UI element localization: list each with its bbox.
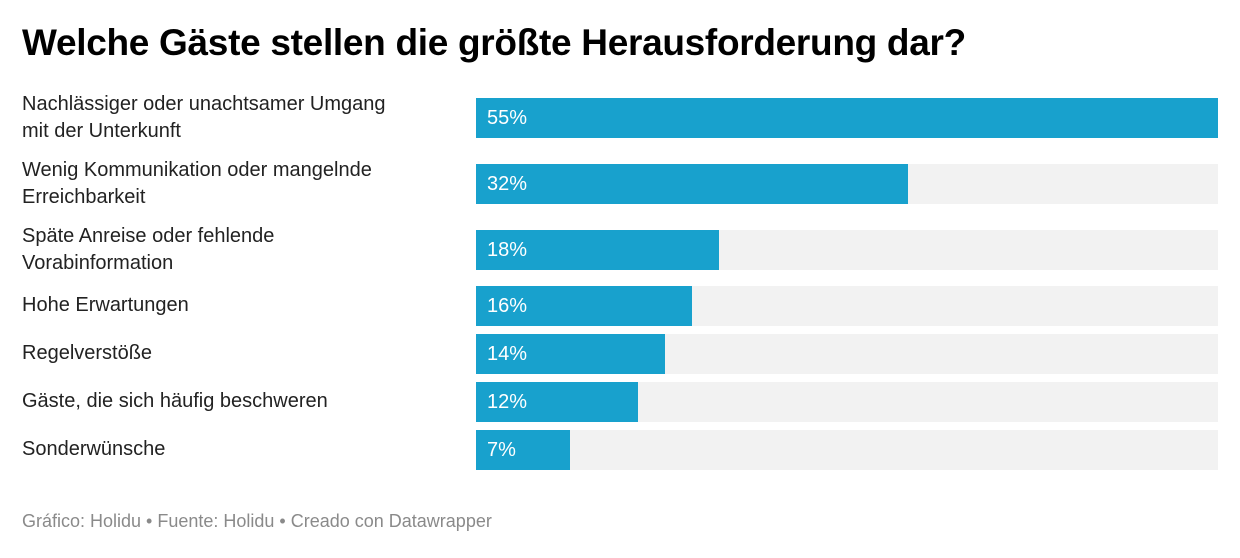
value-label: 18% [487,239,528,261]
value-label: 7% [487,439,516,461]
category-label-line: Wenig Kommunikation oder mangelnde [22,159,372,181]
category-label-line: mit der Unterkunft [22,120,181,142]
bar [476,334,665,374]
bar-row: Nachlässiger oder unachtsamer Umgang mit … [0,93,1240,142]
bar-track: 18% [476,230,1218,270]
bar-track: 32% [476,164,1218,204]
category-label: Späte Anreise oder fehlende Vorabinformat… [22,223,462,277]
category-label-line: Erreichbarkeit [22,186,146,208]
category-label: Wenig Kommunikation oder mangelnde Erreic… [22,157,462,211]
value-label: 32% [487,173,528,195]
bar-row: Wenig Kommunikation oder mangelnde Erreic… [0,159,1240,208]
category-label-line: Nachlässiger oder unachtsamer Umgang [22,93,386,115]
bar-track: 14% [476,334,1218,374]
bar [476,286,692,326]
bar-row: Regelverstöße 14% [0,334,1240,374]
bar-track: 7% [476,430,1218,470]
category-label: Regelverstöße [22,340,462,367]
bar-track: 12% [476,382,1218,422]
chart-title: Welche Gäste stellen die größte Herausfo… [22,22,966,63]
bar [476,98,1218,138]
category-label-line: Regelverstöße [22,342,153,364]
bar-row: Späte Anreise oder fehlende Vorabinformat… [0,225,1240,274]
category-label-line: Gäste, die sich häufig beschweren [22,390,328,412]
value-label: 14% [487,343,528,365]
value-label: 55% [487,107,528,129]
bar-track: 55% [476,98,1218,138]
bar [476,164,908,204]
category-label-line: Späte Anreise oder fehlende [22,225,275,247]
value-label: 12% [487,391,528,413]
category-label: Sonderwünsche [22,436,462,463]
category-label-line: Vorabinformation [22,252,174,274]
value-label: 16% [487,295,528,317]
bar [476,230,719,270]
category-label: Gäste, die sich häufig beschweren [22,388,462,415]
chart-footer: Gráfico: Holidu • Fuente: Holidu • Cread… [22,511,492,531]
category-label-line: Sonderwünsche [22,438,166,460]
bar-row: Hohe Erwartungen 16% [0,286,1240,326]
category-label: Nachlässiger oder unachtsamer Umgang mit … [22,91,462,145]
category-label-line: Hohe Erwartungen [22,294,189,316]
category-label: Hohe Erwartungen [22,292,462,319]
bar [476,382,638,422]
bar [476,430,570,470]
bar-row: Sonderwünsche 7% [0,430,1240,470]
bar-row: Gäste, die sich häufig beschweren 12% [0,382,1240,422]
bar-track: 16% [476,286,1218,326]
